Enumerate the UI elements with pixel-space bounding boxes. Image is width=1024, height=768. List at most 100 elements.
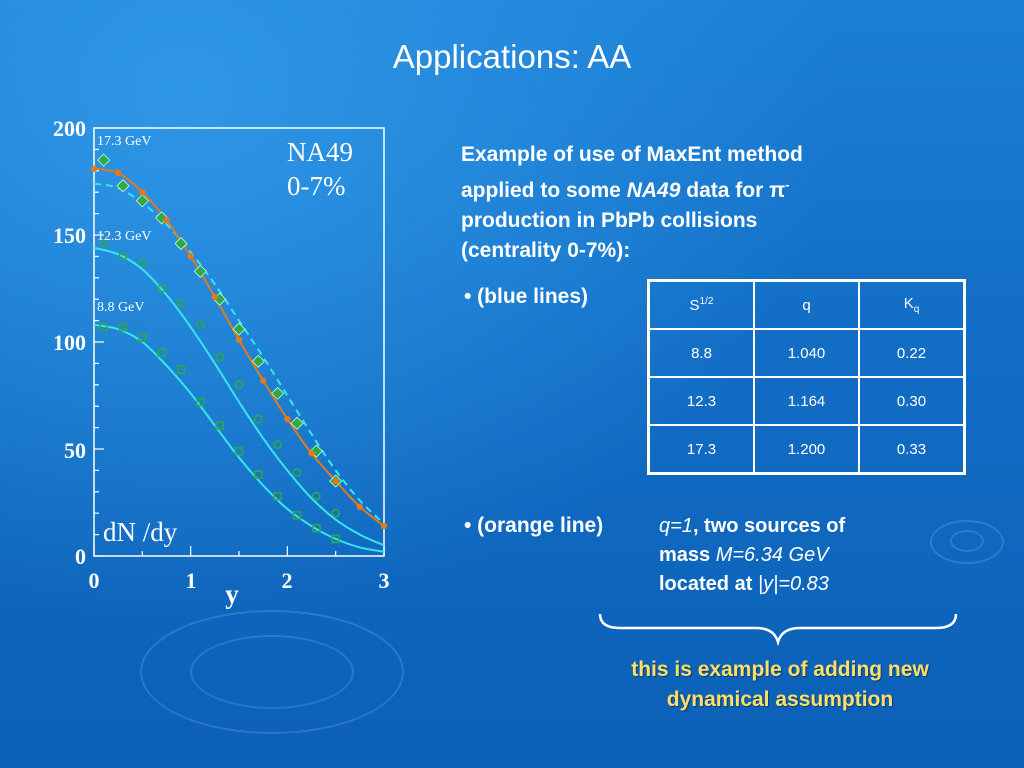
header-text: K bbox=[903, 295, 914, 312]
note-line: dynamical assumption bbox=[666, 688, 894, 711]
data-point bbox=[99, 322, 108, 332]
data-point bbox=[234, 380, 244, 390]
orange-curve-point bbox=[380, 522, 388, 530]
description-italic: NA49 bbox=[626, 179, 681, 202]
parameter-table: S1/2 q Kq 8.8 1.040 0.22 12.3 1.164 0.30… bbox=[647, 279, 966, 475]
y-axis-label: dN /dy bbox=[103, 517, 178, 547]
table-cell: 0.33 bbox=[858, 424, 966, 475]
ripple-decoration bbox=[140, 610, 404, 734]
data-point bbox=[176, 365, 186, 375]
table-header: Kq bbox=[858, 279, 966, 330]
blue-lines-bullet: • (blue lines) bbox=[464, 285, 589, 308]
orange-desc-italic: M=6.34 GeV bbox=[715, 544, 829, 566]
data-point bbox=[215, 352, 225, 362]
orange-desc-line: located at |y|=0.83 bbox=[659, 570, 939, 599]
x-tick-label: 1 bbox=[186, 568, 197, 593]
x-axis-label: y bbox=[225, 579, 239, 609]
data-point bbox=[273, 491, 282, 501]
data-point bbox=[157, 348, 166, 358]
orange-curve-point bbox=[114, 169, 122, 177]
data-point bbox=[97, 153, 111, 167]
y-tick-label: 200 bbox=[53, 116, 86, 141]
data-point bbox=[273, 440, 283, 450]
orange-description: q=1, two sources of mass M=6.34 GeV loca… bbox=[659, 512, 939, 599]
data-point bbox=[135, 194, 149, 208]
orange-curve-point bbox=[259, 377, 267, 384]
orange-curve-point bbox=[211, 293, 219, 301]
data-point bbox=[196, 397, 205, 407]
table-row: 17.3 1.200 0.33 bbox=[647, 424, 966, 475]
ripple-decoration bbox=[930, 520, 1004, 564]
orange-desc-line: mass M=6.34 GeV bbox=[659, 541, 939, 570]
data-point bbox=[331, 534, 340, 544]
table-cell: 0.30 bbox=[858, 376, 966, 426]
data-point bbox=[271, 386, 285, 400]
orange-curve-point bbox=[90, 165, 98, 172]
experiment-label: NA49 bbox=[287, 137, 353, 167]
header-sup: 1/2 bbox=[699, 296, 714, 307]
data-point bbox=[215, 421, 224, 430]
y-tick-label: 150 bbox=[53, 223, 86, 248]
table-header-row: S1/2 q Kq bbox=[647, 279, 966, 330]
description: Example of use of MaxEnt method applied … bbox=[461, 140, 911, 266]
description-text: applied to some bbox=[461, 179, 627, 202]
orange-desc-line: q=1, two sources of bbox=[659, 512, 939, 541]
curves bbox=[93, 167, 385, 553]
data-point bbox=[193, 264, 207, 278]
description-line: (centrality 0-7%): bbox=[461, 239, 631, 262]
table-cell: 1.040 bbox=[753, 328, 860, 378]
data-point bbox=[312, 523, 321, 533]
data-point bbox=[234, 446, 244, 456]
table-header: q bbox=[753, 279, 860, 330]
orange-curve-point bbox=[332, 477, 339, 485]
description-sup: - bbox=[785, 177, 790, 192]
data-point bbox=[311, 491, 321, 501]
x-tick-label: 3 bbox=[379, 568, 390, 593]
data-point bbox=[195, 320, 205, 330]
description-line: Example of use of MaxEnt method bbox=[461, 143, 803, 166]
y-tick-label: 0 bbox=[75, 544, 86, 569]
data-point bbox=[292, 511, 302, 520]
header-text: S bbox=[689, 297, 700, 314]
energy-label-8: 8.8 GeV bbox=[97, 300, 144, 315]
table-cell: 0.22 bbox=[858, 328, 966, 378]
ripple-decoration bbox=[190, 635, 354, 709]
description-line: production in PbPb collisions bbox=[461, 209, 758, 232]
data-point bbox=[253, 414, 263, 424]
table-cell: 8.8 bbox=[647, 328, 755, 378]
x-tick-label: 2 bbox=[282, 568, 293, 593]
data-point bbox=[99, 239, 109, 248]
data-point bbox=[157, 284, 167, 293]
slide-title: Applications: AA bbox=[392, 38, 632, 75]
orange-desc-text: located at bbox=[659, 573, 758, 595]
orange-curve-point bbox=[235, 336, 243, 344]
y-tick-label: 100 bbox=[53, 330, 86, 355]
orange-curve-point bbox=[356, 503, 364, 510]
orange-fit-curve bbox=[93, 167, 385, 527]
orange-curve-point bbox=[139, 189, 146, 196]
axis-ticks bbox=[93, 127, 385, 557]
orange-curve-point bbox=[187, 253, 194, 260]
x-tick-label: 0 bbox=[89, 568, 100, 593]
description-text: data for π bbox=[680, 179, 786, 202]
orange-curve-point bbox=[163, 216, 170, 224]
data-point bbox=[254, 470, 263, 479]
orange-curve-point bbox=[308, 450, 315, 457]
chart: 200 150 100 50 0 0 1 2 3 y dN /dy NA49 0… bbox=[53, 116, 390, 609]
data-point bbox=[174, 236, 188, 251]
table-cell: 17.3 bbox=[647, 424, 755, 475]
data-point bbox=[290, 416, 304, 430]
data-point bbox=[118, 251, 128, 261]
data-point bbox=[232, 322, 246, 336]
orange-line-bullet: • (orange line) bbox=[464, 514, 604, 537]
fit-curve bbox=[93, 246, 385, 547]
orange-desc-text: mass bbox=[659, 544, 716, 566]
data-point bbox=[118, 322, 128, 332]
table-row: 8.8 1.040 0.22 bbox=[647, 328, 966, 378]
table-header: S1/2 bbox=[647, 279, 755, 330]
curly-brace bbox=[598, 613, 958, 646]
data-point bbox=[176, 299, 186, 308]
energy-label-12: 12.3 GeV bbox=[97, 229, 151, 244]
data-point bbox=[137, 258, 147, 268]
note: this is example of adding new dynamical … bbox=[560, 655, 1000, 715]
